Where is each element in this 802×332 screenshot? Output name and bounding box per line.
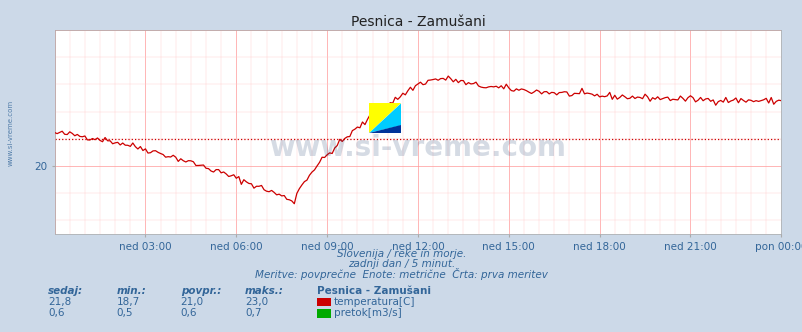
Text: Meritve: povprečne  Enote: metrične  Črta: prva meritev: Meritve: povprečne Enote: metrične Črta:… xyxy=(255,268,547,280)
Text: 23,0: 23,0 xyxy=(245,297,268,307)
Text: povpr.:: povpr.: xyxy=(180,286,221,296)
Text: 0,6: 0,6 xyxy=(48,308,65,318)
Text: www.si-vreme.com: www.si-vreme.com xyxy=(8,100,14,166)
Polygon shape xyxy=(369,103,401,133)
Text: 21,8: 21,8 xyxy=(48,297,71,307)
Text: Slovenija / reke in morje.: Slovenija / reke in morje. xyxy=(336,249,466,259)
Text: Pesnica - Zamušani: Pesnica - Zamušani xyxy=(317,286,431,296)
Text: 0,5: 0,5 xyxy=(116,308,133,318)
Title: Pesnica - Zamušani: Pesnica - Zamušani xyxy=(350,15,484,29)
Text: 18,7: 18,7 xyxy=(116,297,140,307)
Text: www.si-vreme.com: www.si-vreme.com xyxy=(269,134,565,162)
Text: min.:: min.: xyxy=(116,286,146,296)
Text: sedaj:: sedaj: xyxy=(48,286,83,296)
Text: 21,0: 21,0 xyxy=(180,297,204,307)
Text: temperatura[C]: temperatura[C] xyxy=(334,297,415,307)
Text: pretok[m3/s]: pretok[m3/s] xyxy=(334,308,401,318)
Text: 0,6: 0,6 xyxy=(180,308,197,318)
Polygon shape xyxy=(369,125,401,133)
Text: zadnji dan / 5 minut.: zadnji dan / 5 minut. xyxy=(347,259,455,269)
Text: 0,7: 0,7 xyxy=(245,308,261,318)
Text: maks.:: maks.: xyxy=(245,286,283,296)
Polygon shape xyxy=(369,103,401,133)
